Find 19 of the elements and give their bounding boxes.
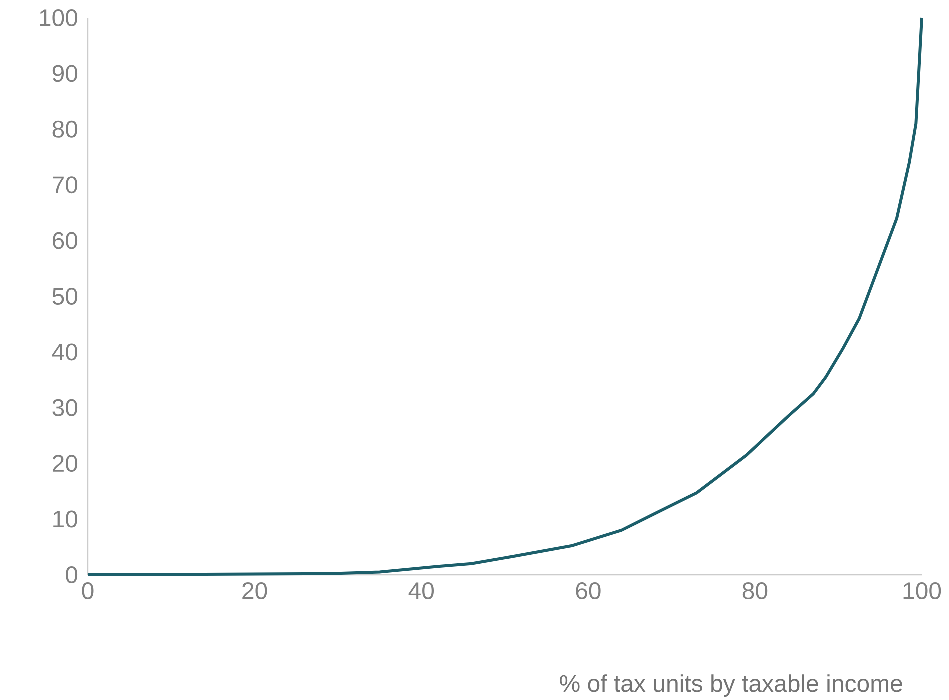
x-tick-label: 60 [576,582,601,600]
x-tick-label: 0 [82,582,94,600]
y-tick-label: 50 [52,288,78,305]
y-tick-label: 90 [52,65,78,82]
y-tick-label: 40 [52,344,78,361]
x-tick-label: 100 [904,582,942,600]
y-tick-label: 20 [52,455,78,472]
y-tick-label: 60 [53,232,78,250]
y-tick-label: 70 [53,176,78,194]
y-tick-label: 80 [52,120,78,138]
y-tick-label: 100 [40,9,78,26]
x-tick-label: 20 [242,582,268,600]
line-series [86,16,924,576]
x-axis-title: % of tax units by taxable income [560,674,902,697]
x-tick-label: 80 [742,582,768,600]
y-tick-label: 0 [66,566,78,584]
y-tick-label: 30 [52,399,78,416]
x-tick-label: 40 [408,582,434,600]
y-tick-label: 10 [54,510,78,528]
